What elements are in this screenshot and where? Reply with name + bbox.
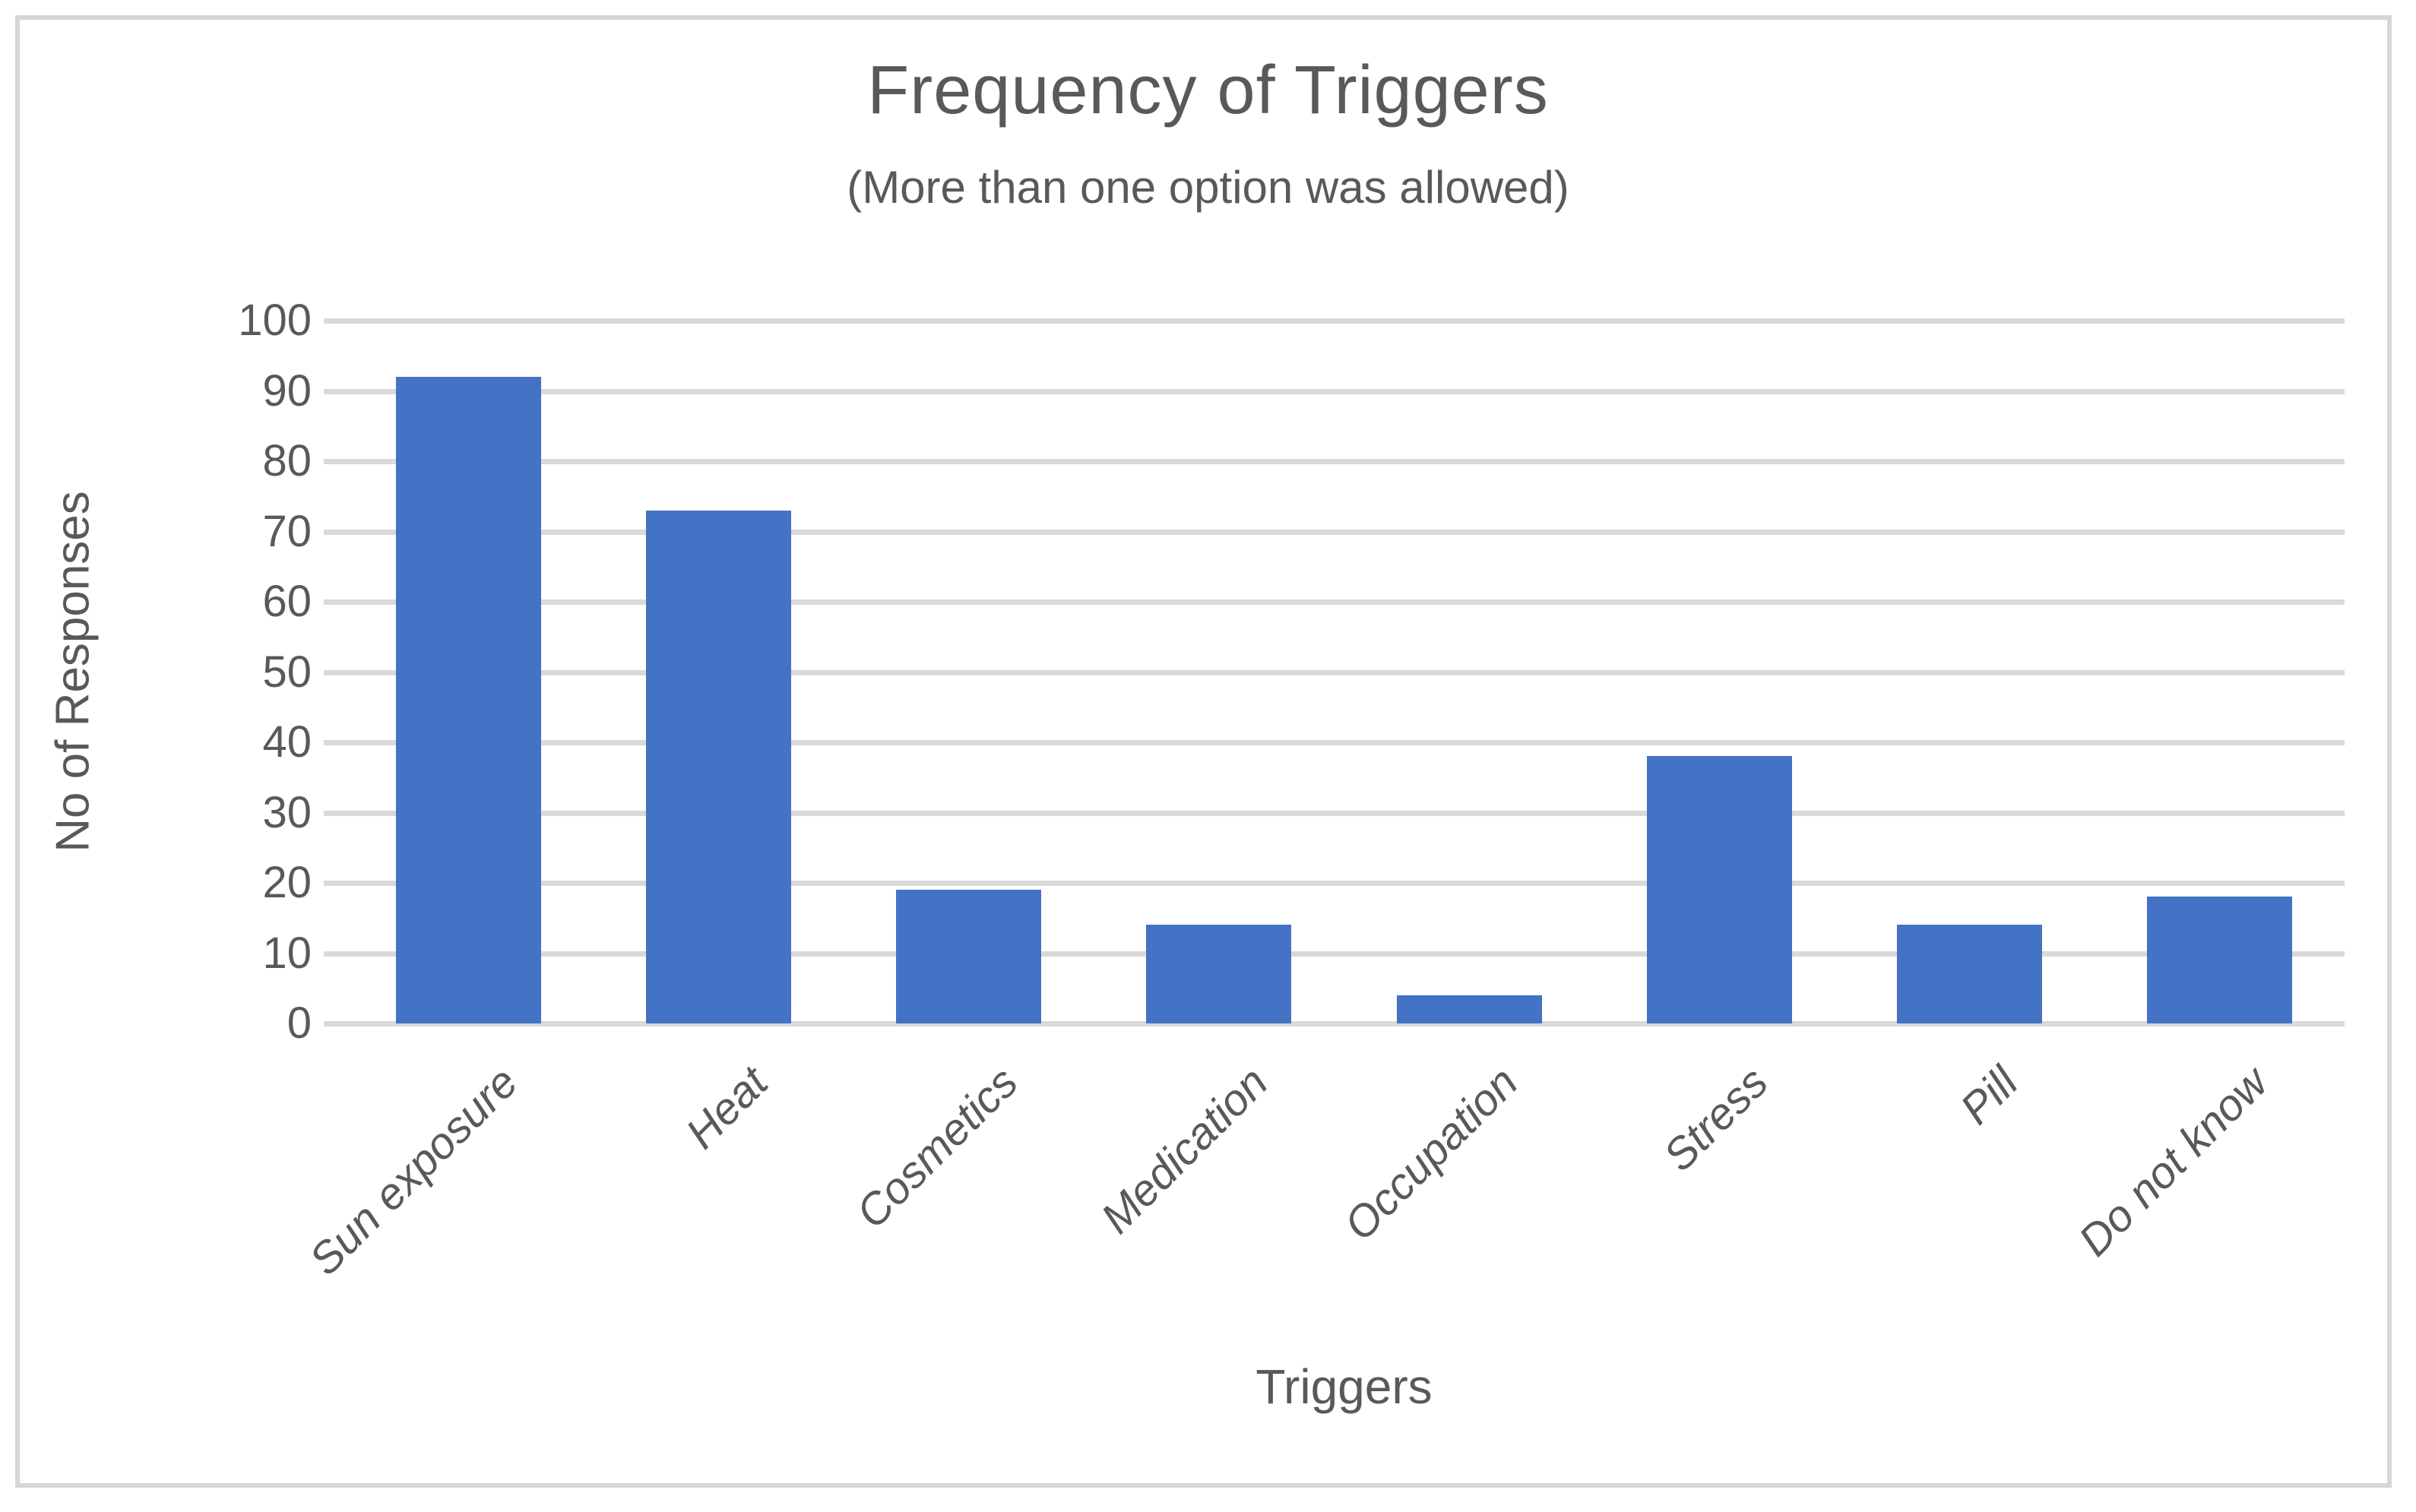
y-axis-title-text: No of Responses bbox=[46, 491, 100, 852]
y-tick-label-40: 40 bbox=[262, 717, 312, 767]
gridline-50 bbox=[324, 669, 2345, 675]
bar-heat bbox=[646, 511, 791, 1023]
bar-occupation bbox=[1397, 995, 1542, 1023]
y-tick-label-50: 50 bbox=[262, 647, 312, 697]
gridline-30 bbox=[324, 810, 2345, 816]
gridline-80 bbox=[324, 459, 2345, 464]
gridline-10 bbox=[324, 951, 2345, 957]
y-tick-label-10: 10 bbox=[262, 928, 312, 978]
y-tick-label-80: 80 bbox=[262, 436, 312, 486]
bar-cosmetics bbox=[896, 890, 1041, 1023]
gridline-70 bbox=[324, 529, 2345, 535]
bar-medication bbox=[1146, 925, 1291, 1023]
bar-stress bbox=[1647, 756, 1792, 1023]
gridline-60 bbox=[324, 599, 2345, 605]
gridline-90 bbox=[324, 388, 2345, 394]
y-tick-label-30: 30 bbox=[262, 787, 312, 837]
y-tick-label-0: 0 bbox=[287, 998, 312, 1048]
plot-area bbox=[324, 318, 2345, 1026]
x-axis-title: Triggers bbox=[1255, 1359, 1433, 1414]
chart-title: Frequency of Triggers bbox=[867, 52, 1549, 128]
gridline-0 bbox=[324, 1021, 2345, 1026]
y-tick-label-100: 100 bbox=[238, 296, 312, 345]
bar-sun-exposure bbox=[396, 377, 541, 1023]
y-tick-label-20: 20 bbox=[262, 858, 312, 907]
y-tick-label-60: 60 bbox=[262, 577, 312, 626]
figure-border bbox=[15, 15, 2392, 1488]
y-tick-label-90: 90 bbox=[262, 365, 312, 416]
chart-subtitle: (More than one option was allowed) bbox=[847, 162, 1569, 213]
gridline-40 bbox=[324, 740, 2345, 745]
bar-pill bbox=[1897, 925, 2042, 1023]
y-tick-label-70: 70 bbox=[262, 506, 312, 556]
gridline-20 bbox=[324, 881, 2345, 886]
bar-do-not-know bbox=[2147, 897, 2292, 1023]
gridline-100 bbox=[324, 318, 2345, 324]
